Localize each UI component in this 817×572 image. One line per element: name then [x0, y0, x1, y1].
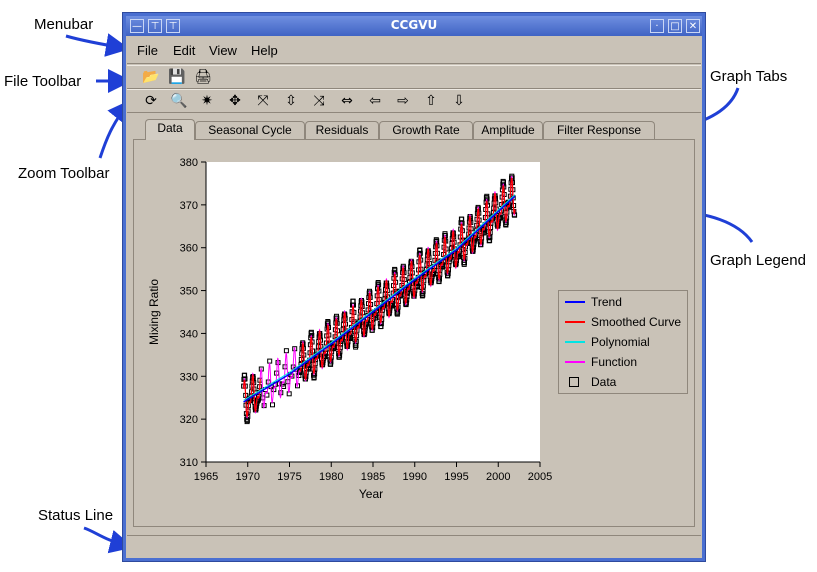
- close-icon[interactable]: ✕: [686, 19, 700, 33]
- y-tick-label: 310: [180, 457, 198, 469]
- tab-data[interactable]: Data: [145, 119, 195, 140]
- y-tick-label: 370: [180, 200, 198, 212]
- arrow-right-icon[interactable]: ⇨: [397, 93, 409, 109]
- shrink-x-icon[interactable]: ⤨: [313, 93, 325, 109]
- data-point: [417, 247, 423, 253]
- status-line: [127, 535, 701, 558]
- tab-amplitude[interactable]: Amplitude: [473, 121, 543, 139]
- y-tick-label: 320: [180, 414, 198, 426]
- tab-filter-response[interactable]: Filter Response: [543, 121, 655, 139]
- legend-label: Trend: [591, 295, 622, 309]
- window-menu-icon[interactable]: —: [130, 19, 144, 33]
- legend-line-swatch: [565, 341, 585, 343]
- y-tick-label: 380: [180, 157, 198, 169]
- zoom-in-icon[interactable]: 🔍: [170, 93, 188, 109]
- tab-growth-rate[interactable]: Growth Rate: [379, 121, 473, 139]
- x-tick-label: 1995: [444, 471, 468, 483]
- trend-line: [243, 195, 516, 403]
- y-tick-label: 340: [180, 328, 198, 340]
- x-tick-label: 1990: [403, 471, 427, 483]
- move-icon[interactable]: ✥: [229, 93, 241, 109]
- x-tick-label: 1970: [236, 471, 260, 483]
- menu-view[interactable]: View: [209, 43, 237, 58]
- pin-icon[interactable]: ⊤: [148, 19, 162, 33]
- shade-icon[interactable]: ⊤: [166, 19, 180, 33]
- menu-file[interactable]: File: [137, 43, 158, 58]
- legend-line-swatch: [565, 361, 585, 363]
- zoom-toolbar: ⟳ 🔍 ✷ ✥ ⤧ ⇳ ⤨ ⇔ ⇦ ⇨ ⇧ ⇩: [127, 89, 701, 113]
- callout-graph-legend: Graph Legend: [710, 252, 806, 269]
- data-point: [487, 237, 493, 243]
- stretch-horizontal-icon[interactable]: ⇔: [341, 93, 353, 109]
- callout-zoom-toolbar: Zoom Toolbar: [18, 165, 110, 182]
- arrow-menubar: [65, 33, 130, 57]
- legend-label: Polynomial: [591, 335, 650, 349]
- graph-legend: Trend Smoothed Curve Polynomial Function Dat…: [558, 290, 688, 394]
- menubar: File Edit View Help: [127, 37, 701, 64]
- callout-graph-tabs: Graph Tabs: [710, 68, 788, 85]
- save-icon[interactable]: 💾: [168, 69, 186, 85]
- data-point: [308, 329, 314, 335]
- expand-y-icon[interactable]: ⇳: [285, 93, 297, 109]
- maximize-icon[interactable]: □: [668, 19, 682, 33]
- legend-label: Function: [591, 355, 638, 369]
- smoothed-curve-line: [243, 177, 516, 418]
- tab-residuals[interactable]: Residuals: [305, 121, 379, 139]
- menu-edit[interactable]: Edit: [173, 43, 196, 58]
- arrow-down-icon[interactable]: ⇩: [453, 93, 465, 109]
- legend-label: Data: [591, 375, 617, 389]
- arrow-up-icon[interactable]: ⇧: [425, 93, 437, 109]
- callout-status-line: Status Line: [38, 507, 114, 524]
- tab-seasonal-cycle[interactable]: Seasonal Cycle: [195, 121, 305, 139]
- graph-plot[interactable]: 1965 1970 1975 1980 1985 1990 1995 2000 2005 310 3…: [134, 140, 694, 526]
- y-axis-label: Mixing Ratio: [147, 279, 161, 345]
- window-title: CCGVU: [390, 18, 438, 32]
- legend-line-swatch: [565, 301, 585, 303]
- callout-file-toolbar: File Toolbar: [4, 73, 82, 90]
- x-tick-label: 1965: [194, 471, 218, 483]
- legend-line-swatch: [565, 321, 585, 323]
- polynomial-line: [243, 194, 516, 401]
- legend-box-swatch: [569, 377, 579, 387]
- app-window: — ⊤ ⊤ CCGVU · □ ✕ File Edit View Help 📂 💾…: [122, 12, 706, 562]
- arrow-left-icon[interactable]: ⇦: [369, 93, 381, 109]
- x-axis-label: Year: [359, 487, 383, 501]
- y-tick-label: 330: [180, 371, 198, 383]
- file-toolbar: 📂 💾 🖨: [127, 65, 701, 89]
- zoom-center-icon[interactable]: ✷: [201, 93, 213, 109]
- x-tick-label: 1985: [361, 471, 385, 483]
- x-tick-label: 2000: [486, 471, 510, 483]
- refresh-icon[interactable]: ⟳: [145, 93, 157, 109]
- x-tick-label: 2005: [528, 471, 552, 483]
- expand-x-icon[interactable]: ⤧: [257, 93, 269, 109]
- print-icon[interactable]: 🖨: [194, 69, 212, 85]
- data-point: [311, 374, 317, 380]
- x-tick-label: 1975: [277, 471, 301, 483]
- callout-menubar: Menubar: [34, 16, 94, 33]
- open-folder-icon[interactable]: 📂: [142, 69, 160, 85]
- minimize-icon[interactable]: ·: [650, 19, 664, 33]
- graph-panel: 1965 1970 1975 1980 1985 1990 1995 2000 2005 310 3…: [133, 139, 695, 527]
- x-tick-label: 1980: [319, 471, 343, 483]
- menu-help[interactable]: Help: [251, 43, 278, 58]
- legend-label: Smoothed Curve: [591, 315, 682, 329]
- y-tick-label: 350: [180, 286, 198, 298]
- data-point: [484, 193, 490, 199]
- title-bar[interactable]: — ⊤ ⊤ CCGVU · □ ✕: [126, 16, 702, 36]
- y-tick-label: 360: [180, 243, 198, 255]
